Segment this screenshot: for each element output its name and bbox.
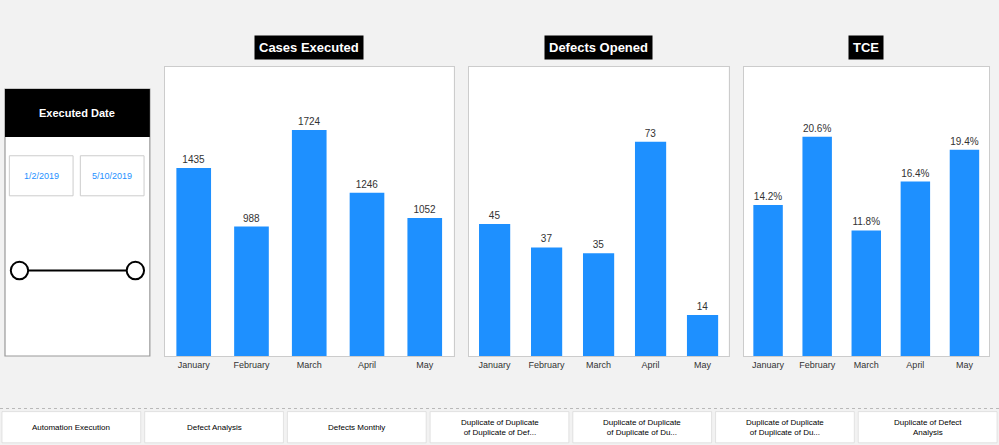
svg-text:January: January [479, 360, 512, 370]
svg-text:Duplicate of Duplicateof Dupli: Duplicate of Duplicateof Duplicate of De… [461, 418, 539, 437]
svg-text:1246: 1246 [356, 179, 379, 190]
svg-text:February: February [529, 360, 566, 370]
svg-text:Defects Monthly: Defects Monthly [328, 423, 385, 432]
svg-text:March: March [297, 360, 322, 370]
svg-text:19.4%: 19.4% [950, 136, 978, 147]
svg-text:February: February [799, 360, 836, 370]
svg-text:February: February [233, 360, 270, 370]
svg-text:April: April [906, 360, 924, 370]
svg-text:1/2/2019: 1/2/2019 [24, 171, 59, 181]
svg-text:Executed Date: Executed Date [39, 107, 115, 119]
svg-text:45: 45 [489, 210, 501, 221]
svg-text:Automation Execution: Automation Execution [32, 423, 110, 432]
svg-text:March: March [586, 360, 611, 370]
svg-text:11.8%: 11.8% [852, 216, 880, 227]
svg-text:988: 988 [243, 213, 260, 224]
svg-text:April: April [642, 360, 660, 370]
svg-text:1435: 1435 [182, 154, 205, 165]
svg-text:37: 37 [541, 233, 553, 244]
svg-text:1052: 1052 [413, 204, 436, 215]
svg-text:May: May [694, 360, 712, 370]
svg-text:Duplicate of Duplicateof Dupli: Duplicate of Duplicateof Duplicate of Du… [603, 418, 681, 437]
svg-text:Duplicate of DefectAnalysis: Duplicate of DefectAnalysis [894, 418, 962, 437]
svg-text:Defects Opened: Defects Opened [549, 40, 648, 55]
svg-text:TCE: TCE [853, 40, 879, 55]
svg-text:16.4%: 16.4% [901, 168, 929, 179]
svg-text:20.6%: 20.6% [803, 123, 831, 134]
svg-text:73: 73 [645, 128, 657, 139]
svg-text:May: May [956, 360, 974, 370]
svg-text:1724: 1724 [298, 116, 321, 127]
svg-text:April: April [358, 360, 376, 370]
svg-text:March: March [854, 360, 879, 370]
svg-text:Duplicate of Duplicateof Dupli: Duplicate of Duplicateof Duplicate of Du… [746, 418, 824, 437]
svg-text:January: January [178, 360, 211, 370]
svg-text:35: 35 [593, 239, 605, 250]
svg-text:January: January [752, 360, 785, 370]
svg-text:May: May [416, 360, 434, 370]
svg-text:14.2%: 14.2% [754, 191, 782, 202]
svg-text:Cases Executed: Cases Executed [259, 40, 359, 55]
svg-text:5/10/2019: 5/10/2019 [92, 171, 132, 181]
svg-text:14: 14 [697, 301, 709, 312]
svg-text:Defect Analysis: Defect Analysis [187, 423, 242, 432]
